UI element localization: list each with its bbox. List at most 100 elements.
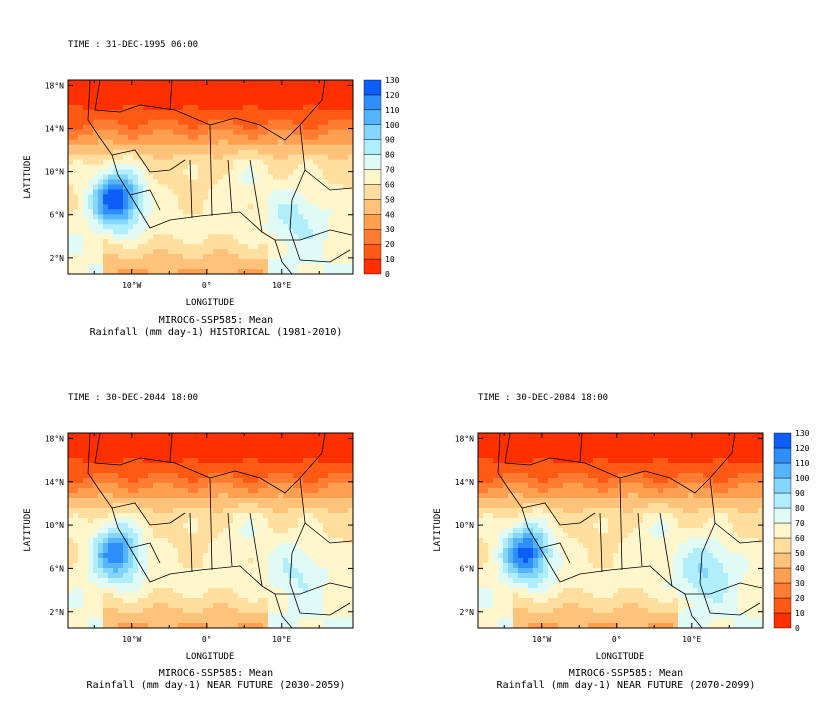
rainfall-cell — [148, 254, 154, 260]
rainfall-cell — [208, 623, 214, 628]
rainfall-cell — [163, 588, 169, 594]
rainfall-cell — [88, 189, 94, 196]
rainfall-cell — [238, 468, 244, 474]
rainfall-cell — [273, 89, 279, 96]
rainfall-cell — [243, 598, 249, 604]
rainfall-cell — [263, 264, 269, 270]
rainfall-cell — [328, 538, 334, 544]
rainfall-cell — [323, 588, 329, 594]
rainfall-cell — [168, 598, 174, 604]
rainfall-cell — [178, 144, 184, 151]
rainfall-cell — [243, 508, 249, 514]
rainfall-cell — [93, 538, 99, 544]
rainfall-cell — [328, 94, 334, 101]
rainfall-cell — [273, 164, 279, 171]
rainfall-cell — [123, 448, 129, 454]
rainfall-cell — [83, 264, 89, 270]
rainfall-cell — [308, 553, 314, 559]
rainfall-cell — [338, 179, 344, 186]
rainfall-cell — [323, 159, 329, 166]
rainfall-cell — [138, 119, 144, 126]
rainfall-cell — [728, 448, 734, 454]
rainfall-cell — [278, 513, 284, 519]
rainfall-cell — [158, 229, 164, 235]
rainfall-cell — [208, 109, 214, 116]
rainfall-cell — [328, 134, 334, 141]
rainfall-cell — [523, 458, 529, 464]
rainfall-cell — [333, 84, 339, 91]
rainfall-cell — [208, 533, 214, 539]
rainfall-cell — [253, 593, 259, 599]
rainfall-cell — [88, 254, 94, 260]
rainfall-cell — [553, 448, 559, 454]
rainfall-cell — [328, 99, 334, 106]
rainfall-cell — [243, 553, 249, 559]
rainfall-cell — [338, 154, 344, 161]
rainfall-cell — [323, 513, 329, 519]
rainfall-cell — [183, 234, 189, 240]
rainfall-cell — [83, 493, 89, 499]
rainfall-cell — [108, 558, 114, 564]
rainfall-cell — [73, 493, 79, 499]
rainfall-cell — [193, 603, 199, 609]
rainfall-cell — [163, 159, 169, 166]
rainfall-cell — [108, 209, 114, 215]
rainfall-cell — [248, 443, 254, 449]
rainfall-cell — [98, 269, 104, 274]
rainfall-cell — [213, 254, 219, 260]
rainfall-cell — [198, 204, 204, 210]
rainfall-cell — [118, 184, 124, 191]
rainfall-cell — [278, 583, 284, 589]
rainfall-cell — [208, 538, 214, 544]
rainfall-cell — [248, 199, 254, 205]
rainfall-cell — [178, 578, 184, 584]
rainfall-cell — [493, 438, 499, 444]
rainfall-cell — [123, 249, 129, 255]
rainfall-cell — [83, 558, 89, 564]
rainfall-cell — [533, 438, 539, 444]
rainfall-cell — [313, 623, 319, 628]
rainfall-cell — [98, 104, 104, 111]
rainfall-cell — [108, 463, 114, 469]
rainfall-cell — [218, 259, 224, 265]
rainfall-cell — [298, 438, 304, 444]
rainfall-cell — [118, 214, 124, 220]
rainfall-cell — [143, 583, 149, 589]
rainfall-cell — [213, 508, 219, 514]
rainfall-cell — [278, 174, 284, 181]
rainfall-cell — [693, 448, 699, 454]
rainfall-cell — [338, 80, 344, 86]
rainfall-cell — [233, 443, 239, 449]
rainfall-cell — [343, 468, 349, 474]
rainfall-cell — [253, 259, 259, 265]
rainfall-cell — [203, 204, 209, 210]
rainfall-cell — [228, 538, 234, 544]
rainfall-cell — [228, 453, 234, 459]
rainfall-cell — [183, 483, 189, 489]
rainfall-cell — [328, 623, 334, 628]
rainfall-cell — [328, 254, 334, 260]
rainfall-cell — [548, 448, 554, 454]
rainfall-cell — [263, 533, 269, 539]
rainfall-cell — [238, 259, 244, 265]
rainfall-cell — [103, 533, 109, 539]
rainfall-cell — [118, 533, 124, 539]
rainfall-cell — [178, 184, 184, 191]
rainfall-cell — [483, 453, 489, 459]
rainfall-cell — [88, 478, 94, 484]
rainfall-cell — [288, 134, 294, 141]
rainfall-cell — [233, 269, 239, 274]
rainfall-cell — [68, 84, 74, 91]
rainfall-cell — [83, 234, 89, 240]
rainfall-cell — [278, 508, 284, 514]
rainfall-cell — [188, 593, 194, 599]
rainfall-cell — [328, 458, 334, 464]
rainfall-cell — [73, 518, 79, 524]
rainfall-cell — [293, 523, 299, 529]
rainfall-cell — [673, 433, 679, 439]
rainfall-cell — [338, 229, 344, 235]
rainfall-cell — [298, 114, 304, 121]
rainfall-cell — [188, 269, 194, 274]
rainfall-cell — [73, 543, 79, 549]
rainfall-cell — [573, 453, 579, 459]
